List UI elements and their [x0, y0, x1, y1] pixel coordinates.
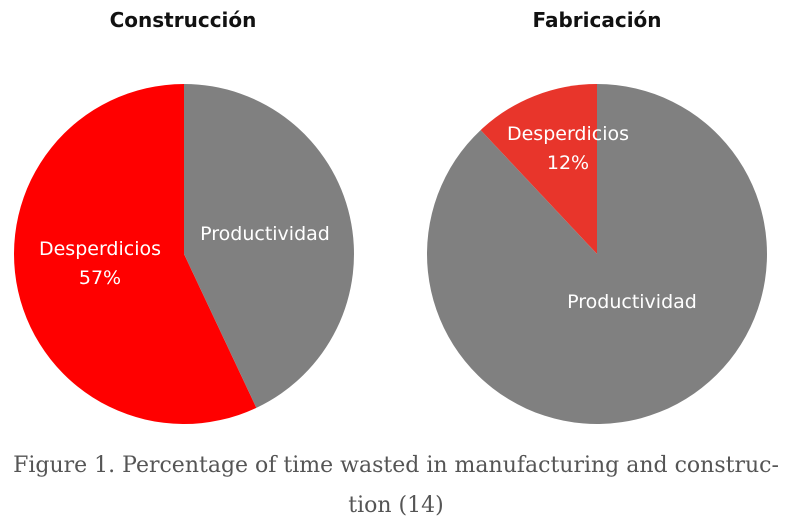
pie-slice-desperdicios: [480, 84, 597, 254]
slice-value-label-desperdicios: 57%: [79, 267, 121, 289]
pie-slice-productividad: [184, 84, 354, 408]
slice-label-productividad: Productividad: [200, 223, 330, 245]
chart-title-fabricacion: Fabricación: [532, 8, 662, 32]
pie-slice-productividad: [427, 84, 768, 425]
chart-title-construccion: Construcción: [109, 8, 257, 32]
slice-label-productividad: Productividad: [567, 291, 697, 313]
pie-charts: Desperdicios 57% Productividad Desperdicio…: [13, 84, 768, 425]
caption-line-2: tion (14): [348, 493, 444, 518]
caption-line-1: Figure 1. Percentage of time wasted in m…: [13, 453, 779, 478]
slice-label-desperdicios: Desperdicios: [39, 238, 161, 260]
slice-label-desperdicios: Desperdicios: [507, 123, 629, 145]
pie-chart-fabricacion: Desperdicios 12% Productividad: [427, 84, 768, 425]
pie-chart-construccion: Desperdicios 57% Productividad: [13, 84, 354, 425]
slice-value-label-desperdicios: 12%: [547, 152, 589, 174]
figure-caption: Figure 1. Percentage of time wasted in m…: [0, 446, 792, 526]
pie-slice-desperdicios: [13, 84, 257, 425]
